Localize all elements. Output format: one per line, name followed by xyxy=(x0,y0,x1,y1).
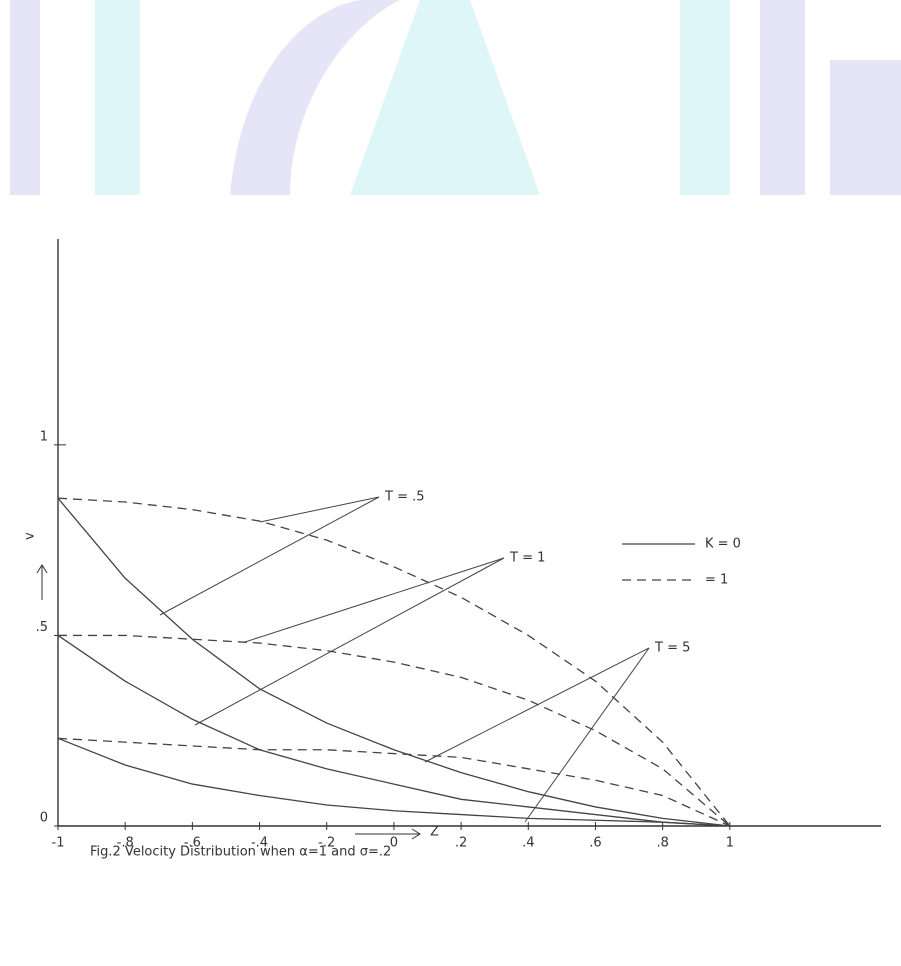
curve xyxy=(58,635,730,826)
curve xyxy=(58,635,730,826)
y-axis-label: v xyxy=(23,532,38,540)
leader-line xyxy=(425,648,649,762)
x-tick-label: .6 xyxy=(589,836,601,851)
x-tick-label: -.4 xyxy=(251,836,268,851)
leader-line xyxy=(160,497,379,615)
x-tick-label: -.6 xyxy=(184,836,201,851)
y-tick-label: 0 xyxy=(40,811,48,826)
x-axis-label: Z xyxy=(430,825,439,840)
legend-label: K = 0 xyxy=(705,537,741,552)
x-tick-label: -.2 xyxy=(318,836,335,851)
leader-line xyxy=(260,497,379,522)
x-tick-label: 1 xyxy=(726,836,734,851)
x-tick-label: .8 xyxy=(656,836,668,851)
y-tick-label: .5 xyxy=(36,620,48,635)
series-label: T = 1 xyxy=(509,551,545,566)
watermark xyxy=(0,0,901,195)
x-tick-label: -1 xyxy=(52,836,65,851)
x-tick-label: .2 xyxy=(455,836,467,851)
x-tick-label: .4 xyxy=(522,836,534,851)
y-arrow xyxy=(37,565,47,600)
y-tick-label: 1 xyxy=(40,429,48,444)
series-label: T = 5 xyxy=(654,641,690,656)
page: Fig.2 Velocity Distribution when α=1 and… xyxy=(0,0,901,966)
leader-line xyxy=(525,648,649,822)
x-tick-label: 0 xyxy=(390,836,398,851)
x-tick-label: -.8 xyxy=(117,836,134,851)
caption: Fig.2 Velocity Distribution when α=1 and… xyxy=(90,845,391,860)
legend-label: = 1 xyxy=(705,573,728,588)
series-label: T = .5 xyxy=(384,490,425,505)
x-arrow xyxy=(355,829,420,839)
